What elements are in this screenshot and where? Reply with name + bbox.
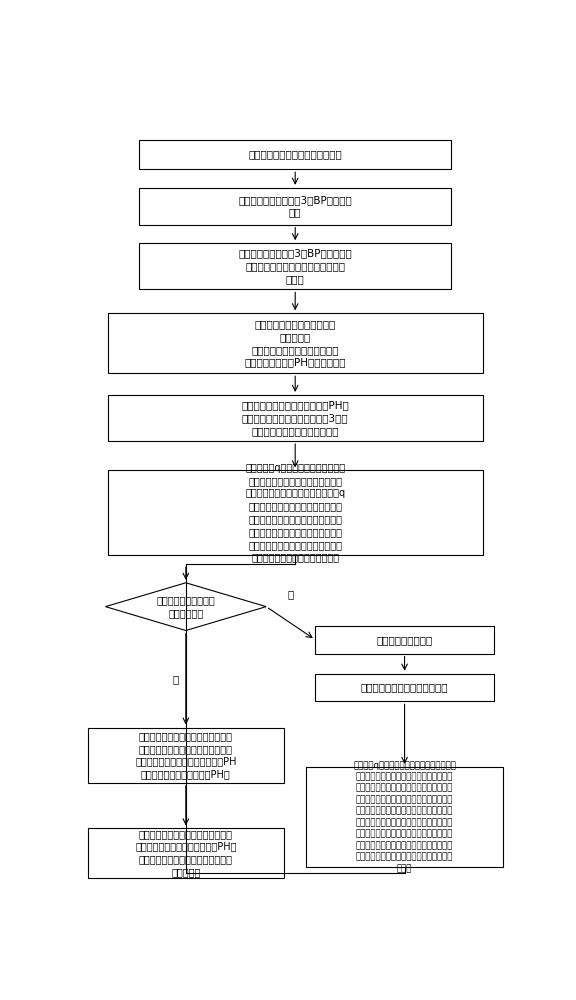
FancyBboxPatch shape xyxy=(139,140,452,169)
Text: 是: 是 xyxy=(173,674,179,684)
FancyBboxPatch shape xyxy=(315,626,494,654)
Text: 在谷氨酸发酵过程中，将最优发酵温
度、最优通风量和最优发酵过程PH值
作为谷氨酸发酵过程的输入值，进行
谷氨酸发酵: 在谷氨酸发酵过程中，将最优发酵温 度、最优通风量和最优发酵过程PH值 作为谷氨酸… xyxy=(135,829,237,877)
FancyBboxPatch shape xyxy=(88,828,284,878)
Text: 将更新的q个种群个体的区间值输入谷氨酸发
酵过程区间神经网络模型，得到谷氨酸发酵
产物浓度的区间值，若更新的种群个体的区
间值的适应度区间值大于该种群个体的历史: 将更新的q个种群个体的区间值输入谷氨酸发 酵过程区间神经网络模型，得到谷氨酸发酵… xyxy=(353,761,456,873)
FancyBboxPatch shape xyxy=(139,243,452,289)
FancyBboxPatch shape xyxy=(108,470,483,555)
Text: 建立谷氨酸发酵过程的3层BP神经网络
模型: 建立谷氨酸发酵过程的3层BP神经网络 模型 xyxy=(238,195,352,218)
FancyBboxPatch shape xyxy=(306,767,503,867)
Text: 将发酵温度、通风量和发酵过程PH值
作为种群个体，种群个体维数为3，初
始化种群个体的区间值及其速度: 将发酵温度、通风量和发酵过程PH值 作为种群个体，种群个体维数为3，初 始化种群… xyxy=(241,400,349,436)
Text: 否: 否 xyxy=(287,589,294,599)
FancyBboxPatch shape xyxy=(108,313,483,373)
FancyBboxPatch shape xyxy=(88,728,284,783)
FancyBboxPatch shape xyxy=(108,395,483,441)
Text: 设定粒子群算法的学习因子、
种群规模和
迭代终止次数，确定发酵温度、
通风量和发酵过程PH值的取值范围: 设定粒子群算法的学习因子、 种群规模和 迭代终止次数，确定发酵温度、 通风量和发… xyxy=(244,319,346,368)
Text: 将谷氨酸发酵过程的3层BP神经网络模
型扩张为谷氨酸发酵过程区间神经网
络模型: 将谷氨酸发酵过程的3层BP神经网络模 型扩张为谷氨酸发酵过程区间神经网 络模型 xyxy=(238,248,352,284)
Text: 将惯性权重进行更新: 将惯性权重进行更新 xyxy=(377,635,433,645)
FancyBboxPatch shape xyxy=(315,674,494,701)
Polygon shape xyxy=(105,583,266,631)
Text: 获取谷氨酸发酵过程历史生产数据: 获取谷氨酸发酵过程历史生产数据 xyxy=(248,150,342,160)
Text: 将初始化的q个种群个体的区间值输入
谷氨酸发酵过程区间神经网络模型，
得到产物浓度的区间值，将初始化的q
个种群个体的区间值作为每个个体的
历史最优区间值，比较: 将初始化的q个种群个体的区间值输入 谷氨酸发酵过程区间神经网络模型， 得到产物浓… xyxy=(245,463,345,562)
Text: 更新种群个体的区间值及其速度: 更新种群个体的区间值及其速度 xyxy=(361,682,448,692)
Text: 将当前全局最优区间值中的发酵温度
区间值作为最优的发酵温度、通风量
区间值作为最优通风量、发酵过程PH
值区间值作为最优发酵过程PH值: 将当前全局最优区间值中的发酵温度 区间值作为最优的发酵温度、通风量 区间值作为最… xyxy=(135,731,237,779)
FancyBboxPatch shape xyxy=(139,188,452,225)
Text: 更新迭代次数是否达到
迭代终止次数: 更新迭代次数是否达到 迭代终止次数 xyxy=(157,595,215,618)
